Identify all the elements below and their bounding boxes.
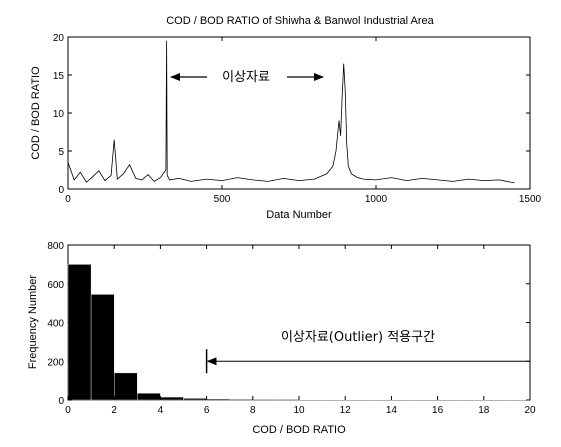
- x-axis-label: Data Number: [266, 209, 332, 221]
- y-tick-label: 10: [53, 109, 65, 120]
- histogram-bar: [90, 294, 115, 401]
- x-tick-label: 8: [250, 405, 256, 416]
- x-tick-label: 16: [432, 405, 444, 416]
- x-tick-label: 4: [158, 405, 164, 416]
- x-tick-label: 500: [214, 194, 231, 205]
- y-axis-ticks: 0 5 10 15 20: [53, 33, 530, 196]
- x-axis-ticks: 0 500 1000 1500: [65, 37, 542, 205]
- y-tick-label: 20: [53, 33, 65, 44]
- histogram-bars: [67, 264, 531, 401]
- x-tick-label: 14: [386, 405, 398, 416]
- histogram-bar: [67, 264, 92, 401]
- x-tick-label: 0: [65, 194, 71, 205]
- y-axis-label: COD / BOD RATIO: [30, 66, 42, 160]
- histogram-bar: [183, 398, 207, 401]
- series-line: [67, 40, 515, 184]
- y-tick-label: 5: [58, 147, 64, 158]
- x-tick-label: 0: [65, 405, 71, 416]
- x-tick-label: 1500: [519, 194, 542, 205]
- histogram-bar: [252, 399, 277, 401]
- histogram-bar: [160, 396, 184, 401]
- x-tick-label: 10: [293, 405, 305, 416]
- x-tick-label: 12: [340, 405, 352, 416]
- y-axis-label: Frequency Number: [27, 275, 39, 369]
- y-tick-label: 200: [47, 357, 64, 368]
- y-tick-label: 0: [58, 185, 64, 196]
- x-axis-ticks: 0 2 4 6 8 10 12 14 16 18 20: [65, 245, 536, 416]
- annotation-label: 이상자료: [222, 70, 270, 85]
- ratio-histogram-chart: 0 200 400 600 800 0 2 4 6 8 10 12 14 16 18 20 COD / BO…: [27, 241, 536, 436]
- y-axis-ticks: 0 200 400 600 800: [47, 241, 530, 407]
- chart-title: COD / BOD RATIO of Shiwha & Banwol Indus…: [166, 15, 434, 27]
- x-axis-label: COD / BOD RATIO: [252, 424, 346, 436]
- x-tick-label: 20: [524, 405, 536, 416]
- histogram-bar: [137, 393, 161, 401]
- y-tick-label: 15: [53, 71, 65, 82]
- histogram-bar: [206, 398, 230, 401]
- y-tick-label: 0: [58, 396, 64, 407]
- x-tick-label: 6: [204, 405, 210, 416]
- histogram-bar: [113, 372, 138, 401]
- outlier-range-label: 이상자료(Outlier) 적용구간: [281, 330, 435, 345]
- x-tick-label: 2: [111, 405, 117, 416]
- histogram-bar: [275, 399, 300, 401]
- y-tick-label: 400: [47, 319, 64, 330]
- histogram-bar: [229, 399, 253, 401]
- x-tick-label: 18: [478, 405, 490, 416]
- plot-frame: [67, 36, 531, 190]
- y-tick-label: 800: [47, 241, 64, 252]
- y-tick-label: 600: [47, 280, 64, 291]
- ratio-time-series-chart: COD / BOD RATIO of Shiwha & Banwol Indus…: [30, 15, 542, 221]
- x-tick-label: 1000: [365, 194, 388, 205]
